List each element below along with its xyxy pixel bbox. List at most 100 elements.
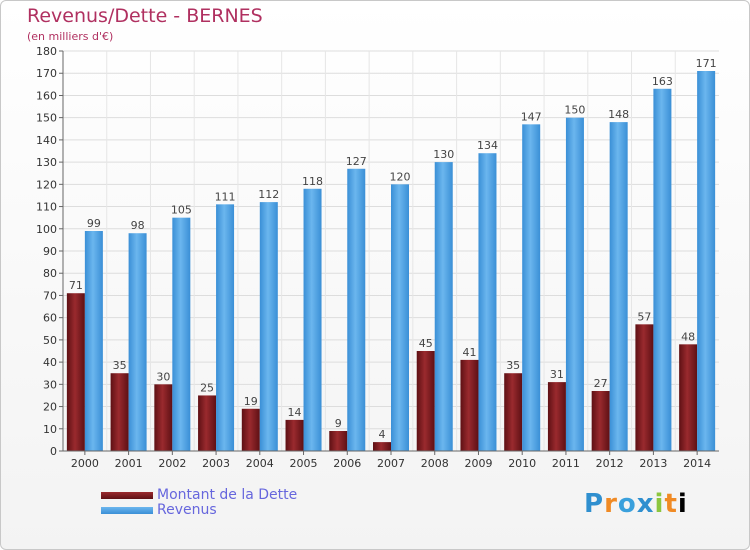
data-label-revenus-2005: 118 — [302, 175, 323, 188]
data-label-revenus-2001: 98 — [131, 219, 145, 232]
bar-revenus-2014 — [697, 71, 716, 451]
y-tick-label: 140 — [36, 134, 57, 147]
bar-revenus-2003 — [216, 204, 235, 451]
x-tick-label: 2010 — [508, 457, 536, 470]
y-tick-label: 150 — [36, 112, 57, 125]
bar-revenus-2008 — [434, 162, 453, 451]
data-label-revenus-2010: 147 — [521, 110, 542, 123]
x-tick-label: 2005 — [290, 457, 318, 470]
bar-dette-2006 — [329, 431, 348, 451]
bar-dette-2013 — [635, 324, 654, 451]
data-label-dette-2003: 25 — [200, 381, 214, 394]
data-label-dette-2010: 35 — [506, 359, 520, 372]
x-tick-label: 2000 — [71, 457, 99, 470]
data-label-revenus-2006: 127 — [346, 155, 367, 168]
data-label-revenus-2013: 163 — [652, 75, 673, 88]
x-tick-label: 2009 — [464, 457, 492, 470]
y-tick-label: 50 — [43, 334, 57, 347]
bar-dette-2000 — [66, 293, 85, 451]
data-label-dette-2014: 48 — [681, 330, 695, 343]
bar-revenus-2005 — [303, 188, 322, 451]
bar-dette-2002 — [154, 384, 173, 451]
bar-dette-2012 — [591, 391, 610, 451]
y-tick-label: 70 — [43, 289, 57, 302]
data-label-revenus-2011: 150 — [564, 104, 585, 117]
bar-revenus-2013 — [653, 88, 672, 452]
bar-revenus-2000 — [84, 231, 103, 451]
x-tick-label: 2001 — [115, 457, 143, 470]
y-tick-label: 160 — [36, 89, 57, 102]
legend-swatch-dette — [101, 492, 153, 499]
y-tick-label: 180 — [36, 45, 57, 58]
x-tick-label: 2012 — [596, 457, 624, 470]
bar-revenus-2002 — [172, 217, 191, 451]
data-label-revenus-2012: 148 — [608, 108, 629, 121]
bar-revenus-2009 — [478, 153, 497, 451]
data-label-dette-2000: 71 — [69, 279, 83, 292]
y-tick-label: 20 — [43, 401, 57, 414]
bar-revenus-2007 — [391, 184, 409, 452]
y-tick-label: 0 — [50, 445, 57, 458]
legend-item-dette: Montant de la Dette — [101, 488, 297, 503]
bar-dette-2008 — [416, 351, 435, 451]
x-tick-label: 2014 — [683, 457, 711, 470]
data-label-dette-2013: 57 — [637, 310, 651, 323]
y-tick-label: 130 — [36, 156, 57, 169]
bar-dette-2009 — [460, 359, 479, 451]
data-label-revenus-2002: 105 — [171, 204, 192, 217]
data-label-revenus-2007: 120 — [390, 170, 411, 183]
data-label-revenus-2008: 130 — [433, 148, 454, 161]
bar-dette-2005 — [285, 419, 304, 451]
bar-revenus-2004 — [259, 202, 278, 451]
data-label-revenus-2003: 111 — [215, 190, 236, 203]
data-label-revenus-2014: 171 — [696, 57, 717, 70]
y-tick-label: 60 — [43, 312, 57, 325]
data-label-dette-2009: 41 — [462, 346, 476, 359]
bar-dette-2010 — [504, 373, 523, 451]
data-label-dette-2002: 30 — [156, 370, 170, 383]
x-tick-label: 2007 — [377, 457, 405, 470]
data-labels: 71 99 35 98 30 105 25 111 19 112 14 118 9 127 4 120 45 13… — [69, 57, 717, 441]
bar-dette-2011 — [547, 382, 566, 451]
bar-revenus-2011 — [565, 117, 584, 452]
x-tick-label: 2011 — [552, 457, 580, 470]
data-label-dette-2008: 45 — [419, 337, 433, 350]
data-label-dette-2007: 4 — [379, 428, 386, 441]
bar-dette-2004 — [241, 408, 260, 451]
data-label-dette-2001: 35 — [113, 359, 127, 372]
legend: Montant de la Dette Revenus — [101, 488, 297, 518]
chart-subtitle: (en milliers d'€) — [27, 30, 114, 43]
y-tick-label: 80 — [43, 267, 57, 280]
x-tick-label: 2004 — [246, 457, 274, 470]
axes: 0 10 20 30 40 50 60 70 80 90 100 110 120 130 140 150 160… — [36, 45, 719, 470]
bar-dette-2007 — [373, 442, 391, 451]
data-label-revenus-2000: 99 — [87, 217, 101, 230]
y-tick-label: 90 — [43, 245, 57, 258]
legend-item-revenus: Revenus — [101, 503, 297, 518]
bar-dette-2014 — [679, 344, 698, 451]
y-tick-label: 40 — [43, 356, 57, 369]
data-label-dette-2005: 14 — [288, 406, 302, 419]
data-label-revenus-2004: 112 — [258, 188, 279, 201]
data-label-dette-2011: 31 — [550, 368, 564, 381]
data-label-dette-2004: 19 — [244, 395, 258, 408]
bar-revenus-2012 — [609, 122, 628, 451]
y-tick-label: 170 — [36, 67, 57, 80]
chart-title: Revenus/Dette - BERNES — [27, 5, 263, 27]
legend-label-dette: Montant de la Dette — [157, 487, 298, 503]
x-tick-label: 2013 — [639, 457, 667, 470]
proxiti-logo: Proxiti — [584, 489, 688, 519]
data-label-dette-2006: 9 — [335, 417, 342, 430]
bar-dette-2003 — [198, 395, 217, 451]
y-tick-label: 10 — [43, 423, 57, 436]
legend-label-revenus: Revenus — [157, 502, 217, 518]
y-tick-label: 30 — [43, 378, 57, 391]
y-tick-label: 100 — [36, 223, 57, 236]
legend-swatch-revenus — [101, 507, 153, 514]
bar-revenus-2001 — [128, 233, 147, 451]
bars — [66, 71, 716, 452]
x-tick-label: 2003 — [202, 457, 230, 470]
x-tick-label: 2002 — [158, 457, 186, 470]
